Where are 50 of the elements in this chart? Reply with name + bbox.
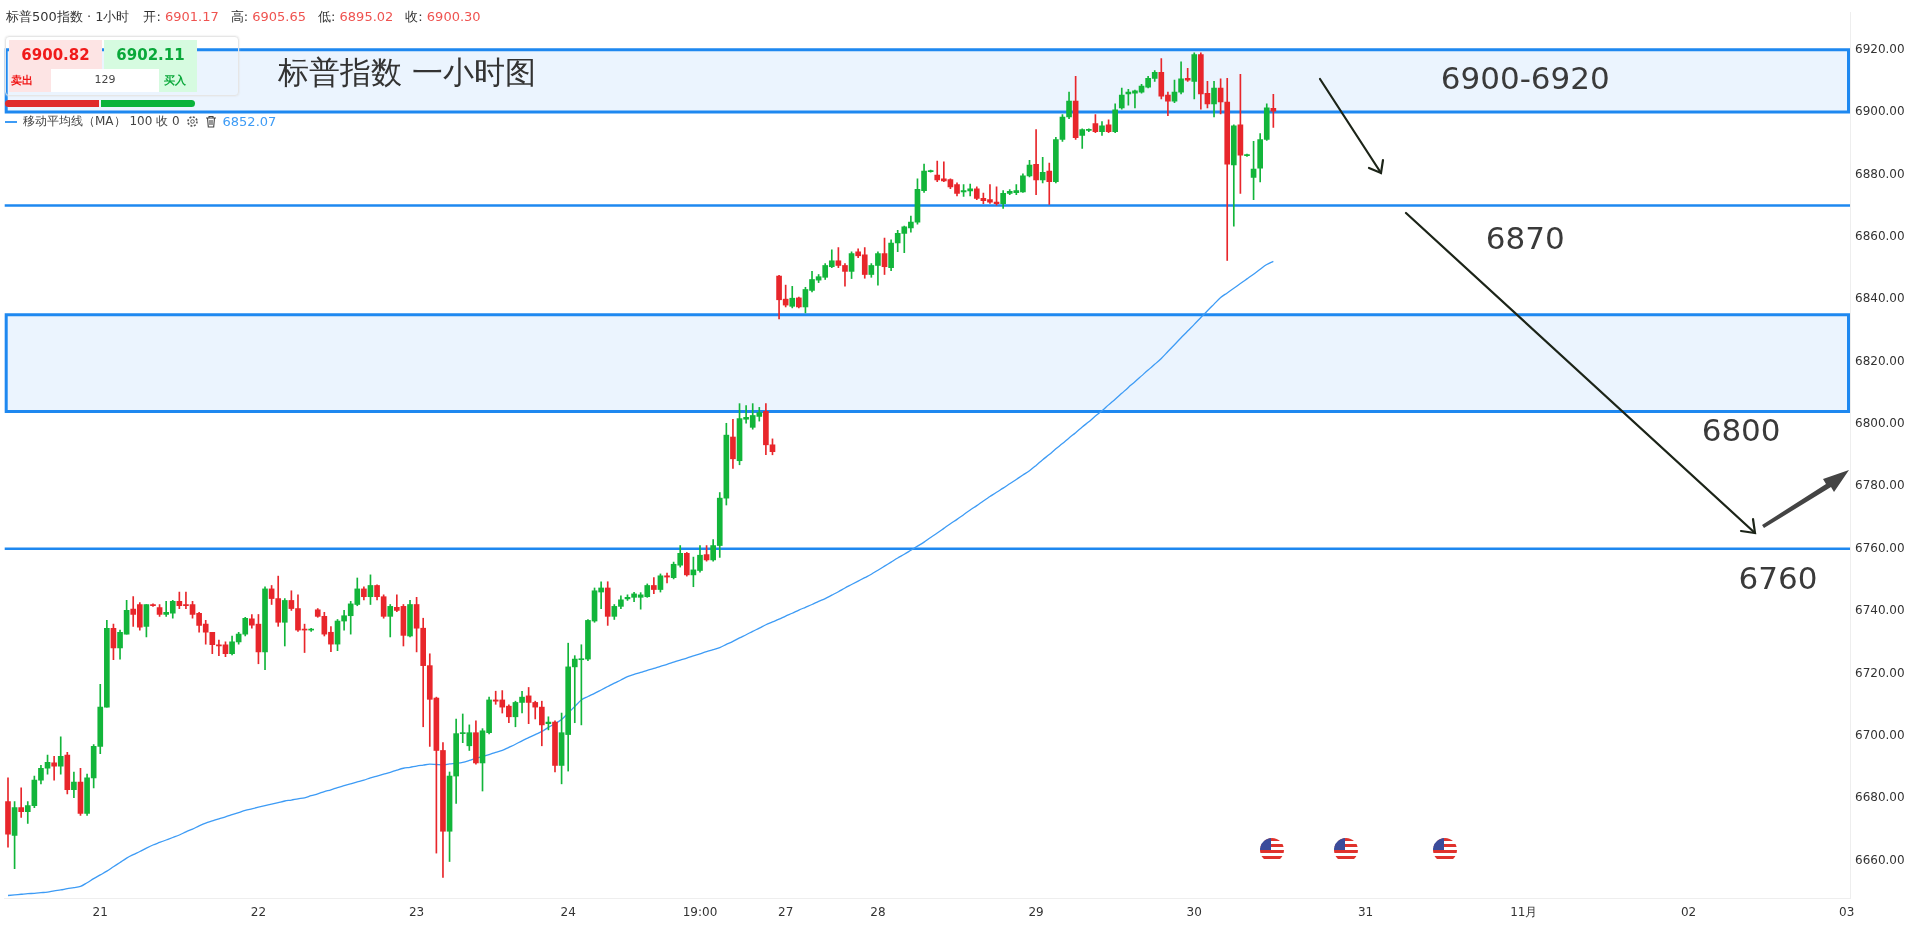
x-tick-label: 21 bbox=[92, 905, 108, 920]
x-tick-label: 29 bbox=[1028, 905, 1044, 920]
y-tick-label: 6820.00 bbox=[1855, 353, 1905, 368]
ref-line-label: 6760 bbox=[1738, 559, 1818, 596]
y-tick-label: 6760.00 bbox=[1855, 540, 1905, 555]
x-tick-label: 02 bbox=[1680, 905, 1697, 920]
annotation: 6900.82 bbox=[20, 46, 91, 64]
band-label: 6900-6920 bbox=[1440, 59, 1610, 96]
legend-label: 移动平均线（MA） 100 收 0 bbox=[23, 113, 180, 130]
y-tick-label: 6780.00 bbox=[1855, 478, 1905, 493]
y-tick-label: 6920.00 bbox=[1855, 41, 1905, 56]
x-tick-label: 30 bbox=[1186, 905, 1202, 920]
x-tick-label: 11月 bbox=[1510, 905, 1538, 920]
text: 标普指数 一小时图 bbox=[278, 53, 536, 92]
x-tick-label: 28 bbox=[870, 905, 886, 920]
annotation: 开: 6901.17 bbox=[143, 9, 219, 24]
x-tick-label: 27 bbox=[778, 905, 794, 920]
annotation: 129 bbox=[93, 73, 117, 86]
y-tick-label: 6700.00 bbox=[1855, 727, 1905, 742]
x-tick-label: 19:00 bbox=[682, 905, 718, 920]
y-tick-label: 6900.00 bbox=[1855, 104, 1905, 119]
x-tick-label: 23 bbox=[408, 905, 425, 920]
annotation: 收: 6900.30 bbox=[405, 9, 481, 24]
x-tick-label: 31 bbox=[1357, 905, 1374, 920]
annotation: 6852.07 bbox=[222, 114, 277, 129]
candlestick bbox=[1046, 162, 1053, 205]
annotation: 卖出 bbox=[11, 73, 33, 88]
chart-subtitle: 标普500指数 · 1小时 bbox=[6, 9, 130, 24]
y-tick-label: 6740.00 bbox=[1855, 603, 1905, 618]
y-tick-label: 6720.00 bbox=[1855, 665, 1905, 680]
x-tick-label: 24 bbox=[560, 905, 576, 920]
candlestick bbox=[1033, 129, 1039, 195]
ref-line-label: 6870 bbox=[1485, 219, 1565, 256]
x-tick-label: 03 bbox=[1839, 905, 1855, 920]
annotation: 6902.11 bbox=[115, 46, 186, 64]
annotation: 高: 6905.65 bbox=[230, 9, 307, 24]
annotation: 买入 bbox=[164, 73, 186, 88]
y-tick-label: 6860.00 bbox=[1855, 228, 1905, 243]
y-tick-label: 6680.00 bbox=[1855, 790, 1905, 805]
annotation: 低: 6895.02 bbox=[318, 9, 394, 24]
x-tick-label: 22 bbox=[250, 905, 267, 920]
y-tick-label: 6660.00 bbox=[1855, 852, 1905, 867]
y-tick-label: 6840.00 bbox=[1855, 291, 1905, 306]
y-tick-label: 6800.00 bbox=[1855, 416, 1905, 431]
candlestick bbox=[1184, 68, 1191, 82]
candlestick bbox=[18, 787, 25, 818]
y-tick-label: 6880.00 bbox=[1855, 166, 1905, 181]
line-series bbox=[7, 260, 1274, 897]
band-label: 6800 bbox=[1701, 412, 1781, 449]
candlestick bbox=[57, 736, 64, 775]
